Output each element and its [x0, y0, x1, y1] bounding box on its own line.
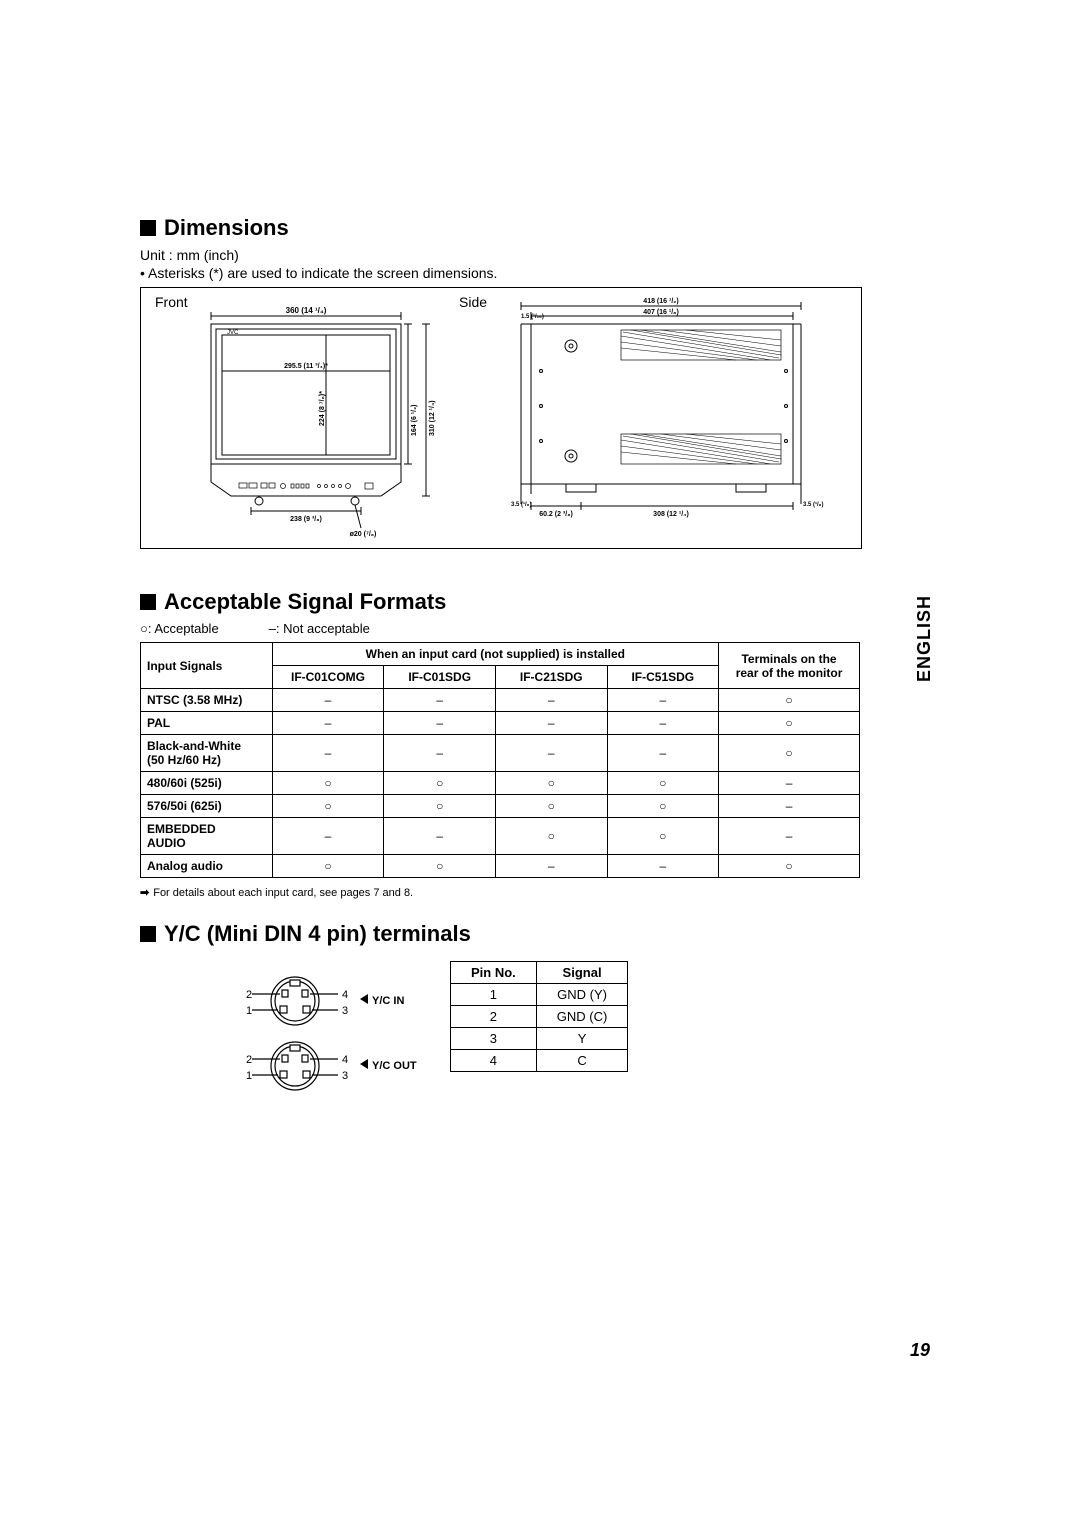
page-number: 19	[910, 1340, 930, 1361]
svg-text:3: 3	[342, 1070, 348, 1082]
svg-text:2: 2	[246, 1054, 252, 1066]
formats-footnote: ➡For details about each input card, see …	[140, 886, 860, 899]
dimensions-figure: Front Side 360 (14 ¹/₄) JVC	[140, 287, 862, 549]
section-dimensions-heading: Dimensions	[140, 215, 860, 241]
card-3: IF-C51SDG	[607, 666, 719, 689]
svg-text:310 (12 ¹/₄): 310 (12 ¹/₄)	[429, 400, 436, 436]
section-formats-heading: Acceptable Signal Formats	[140, 589, 860, 615]
svg-text:4: 4	[342, 1054, 348, 1066]
table-row: PAL ––––○	[141, 712, 860, 735]
card-2: IF-C21SDG	[495, 666, 607, 689]
svg-text:JVC: JVC	[227, 330, 239, 336]
svg-text:224 (8 ⁷/₈)*: 224 (8 ⁷/₈)*	[319, 391, 326, 426]
svg-text:238 (9 ³/₈): 238 (9 ³/₈)	[290, 516, 322, 523]
svg-text:1: 1	[246, 1070, 252, 1082]
svg-text:3.5 (¹/₈): 3.5 (¹/₈)	[511, 501, 531, 508]
card-1: IF-C01SDG	[384, 666, 496, 689]
svg-text:1: 1	[246, 1005, 252, 1017]
svg-text:360 (14 ¹/₄): 360 (14 ¹/₄)	[286, 306, 327, 315]
svg-text:ø20 (⁷/₈): ø20 (⁷/₈)	[350, 531, 377, 538]
table-row: 576/50i (625i) ○○○○–	[141, 795, 860, 818]
unit-line: Unit : mm (inch)	[140, 247, 860, 263]
table-row: EMBEDDEDAUDIO ––○○–	[141, 818, 860, 855]
front-label: Front	[155, 294, 188, 310]
section-yc-heading: Y/C (Mini DIN 4 pin) terminals	[140, 921, 860, 947]
svg-text:418 (16 ¹/₂): 418 (16 ¹/₂)	[643, 298, 678, 305]
yc-connectors: 2 4 1 3 Y/C IN	[230, 961, 430, 1101]
svg-text:3.5 (¹/₈): 3.5 (¹/₈)	[803, 501, 823, 508]
dimensions-svg: 360 (14 ¹/₄) JVC 295.5 (11 ³/₄)* 224 (	[141, 288, 861, 548]
language-tab: ENGLISH	[914, 595, 935, 682]
svg-text:164 (6 ¹/₂): 164 (6 ¹/₂)	[411, 404, 418, 436]
formats-legend: ○: Acceptable–: Not acceptable	[140, 621, 860, 636]
table-row: 480/60i (525i) ○○○○–	[141, 772, 860, 795]
svg-text:2: 2	[246, 989, 252, 1001]
yc-pin-table: Pin No.Signal 1GND (Y) 2GND (C) 3Y 4C	[450, 961, 628, 1072]
svg-text:4: 4	[342, 989, 348, 1001]
svg-text:Y/C IN: Y/C IN	[372, 995, 404, 1007]
table-row: Analog audio ○○––○	[141, 855, 860, 878]
asterisk-note: • Asterisks (*) are used to indicate the…	[140, 265, 860, 281]
svg-text:Y/C OUT: Y/C OUT	[372, 1060, 417, 1072]
svg-text:60.2 (2 ³/₈): 60.2 (2 ³/₈)	[539, 511, 573, 518]
card-0: IF-C01COMG	[272, 666, 384, 689]
formats-table: Input Signals When an input card (not su…	[140, 642, 860, 878]
svg-text:308 (12 ¹/₄): 308 (12 ¹/₄)	[653, 511, 689, 518]
table-row: NTSC (3.58 MHz) ––––○	[141, 689, 860, 712]
svg-text:3: 3	[342, 1005, 348, 1017]
table-row: Black-and-White(50 Hz/60 Hz) ––––○	[141, 735, 860, 772]
svg-text:1.5 (¹/₁₆): 1.5 (¹/₁₆)	[521, 313, 544, 320]
side-label: Side	[459, 294, 487, 310]
svg-text:407 (16 ¹/₈): 407 (16 ¹/₈)	[643, 309, 679, 316]
col-input: Input Signals	[141, 643, 273, 689]
col-terminals: Terminals on the rear of the monitor	[719, 643, 860, 689]
col-group: When an input card (not supplied) is ins…	[272, 643, 719, 666]
svg-text:295.5 (11 ³/₄)*: 295.5 (11 ³/₄)*	[284, 363, 328, 370]
